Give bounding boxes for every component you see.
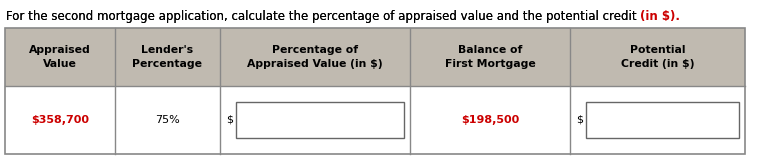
Text: $: $ <box>226 115 233 125</box>
Text: For the second mortgage application, calculate the percentage of appraised value: For the second mortgage application, cal… <box>6 10 641 23</box>
Bar <box>236 102 404 138</box>
Text: $198,500: $198,500 <box>461 115 519 125</box>
Text: (in $).: (in $). <box>641 10 681 23</box>
Text: Potential
Credit (in $): Potential Credit (in $) <box>621 45 695 69</box>
Text: For the second mortgage application, calculate the percentage of appraised value: For the second mortgage application, cal… <box>6 10 641 23</box>
Text: 75%: 75% <box>155 115 180 125</box>
Text: Appraised
Value: Appraised Value <box>29 45 91 69</box>
Text: $: $ <box>576 115 583 125</box>
Text: $358,700: $358,700 <box>31 115 89 125</box>
Bar <box>5 28 745 86</box>
Text: Balance of
First Mortgage: Balance of First Mortgage <box>445 45 535 69</box>
Bar <box>5 28 745 154</box>
Bar <box>586 102 739 138</box>
Text: Lender's
Percentage: Lender's Percentage <box>132 45 202 69</box>
Text: Percentage of
Appraised Value (in $): Percentage of Appraised Value (in $) <box>247 45 383 69</box>
